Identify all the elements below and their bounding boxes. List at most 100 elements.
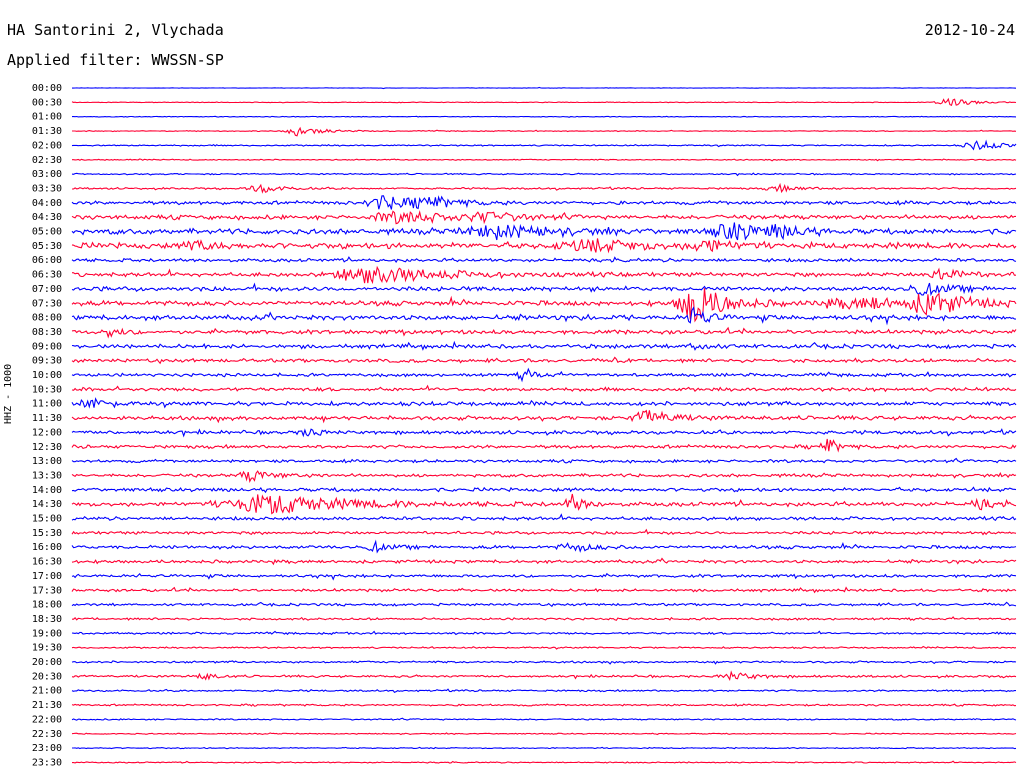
trace-line	[71, 326, 1017, 339]
trace-line	[71, 222, 1017, 241]
trace-line	[71, 97, 1017, 107]
trace-line	[71, 397, 1017, 409]
row-label: 10:00	[32, 370, 62, 381]
row-label: 15:30	[32, 528, 62, 539]
trace-line	[72, 182, 1017, 194]
filter-label: Applied filter: WWSSN-SP	[7, 51, 224, 69]
row-label: 18:00	[32, 600, 62, 611]
row-label: 07:30	[32, 298, 62, 309]
trace-line	[71, 340, 1017, 351]
trace-line	[71, 238, 1017, 254]
trace-line	[71, 572, 1017, 581]
row-label: 06:00	[32, 255, 62, 266]
row-label: 12:00	[32, 427, 62, 438]
row-label: 18:30	[32, 614, 62, 625]
trace-line	[72, 158, 1017, 162]
row-label: 20:00	[32, 657, 62, 668]
row-label: 14:30	[32, 499, 62, 510]
trace-line	[71, 438, 1017, 453]
trace-line	[71, 282, 1017, 297]
trace-line	[71, 586, 1017, 594]
trace-line	[71, 601, 1017, 608]
trace-line	[72, 616, 1017, 621]
trace-line	[71, 409, 1017, 424]
trace-line	[71, 660, 1017, 665]
row-label: 19:30	[32, 643, 62, 654]
trace-line	[71, 717, 1017, 721]
trace-line	[71, 493, 1017, 515]
trace-line	[71, 384, 1017, 393]
row-label: 21:00	[32, 686, 62, 697]
trace-line	[71, 139, 1017, 151]
station-title: HA Santorini 2, Vlychada	[7, 21, 224, 39]
trace-line	[71, 703, 1017, 707]
trace-line	[71, 486, 1017, 494]
row-label: 19:00	[32, 628, 62, 639]
row-label: 11:30	[32, 413, 62, 424]
trace-line	[71, 670, 1017, 682]
row-label: 01:30	[32, 126, 62, 137]
row-label: 14:00	[32, 485, 62, 496]
trace-line	[71, 356, 1017, 365]
row-label: 15:00	[32, 514, 62, 525]
trace-line	[72, 746, 1017, 750]
trace-line	[71, 288, 1017, 323]
trace-line	[71, 645, 1017, 650]
row-label: 17:30	[32, 585, 62, 596]
trace-line	[72, 115, 1017, 118]
row-label: 01:00	[32, 112, 62, 123]
row-label: 04:30	[32, 212, 62, 223]
row-label: 03:30	[32, 183, 62, 194]
trace-line	[72, 86, 1017, 90]
row-label: 00:30	[32, 97, 62, 108]
row-label: 05:00	[32, 227, 62, 238]
row-label: 22:30	[32, 729, 62, 740]
row-label: 17:00	[32, 571, 62, 582]
trace-line	[71, 210, 1016, 225]
trace-line	[71, 513, 1017, 522]
row-label: 06:30	[32, 270, 62, 281]
row-label: 12:30	[32, 442, 62, 453]
trace-line	[71, 195, 1017, 210]
row-label: 20:30	[32, 671, 62, 682]
row-label: 16:30	[32, 557, 62, 568]
row-label: 09:00	[32, 341, 62, 352]
trace-line	[71, 428, 1017, 438]
trace-line	[71, 539, 1017, 554]
row-label: 22:00	[32, 714, 62, 725]
row-label: 23:00	[32, 743, 62, 754]
row-label: 10:30	[32, 384, 62, 395]
date-label: 2012-10-24	[924, 21, 1015, 39]
row-label: 05:30	[32, 241, 62, 252]
trace-line	[71, 630, 1017, 636]
trace-line	[71, 457, 1017, 464]
row-label: 23:30	[32, 757, 62, 768]
trace-line	[71, 557, 1017, 566]
row-label: 08:00	[32, 313, 62, 324]
trace-line	[72, 126, 1017, 137]
trace-line	[71, 256, 1017, 263]
trace-line	[71, 172, 1017, 177]
trace-line	[72, 760, 1017, 764]
row-label: 04:00	[32, 198, 62, 209]
trace-line	[71, 367, 1017, 383]
row-label: 02:00	[32, 140, 62, 151]
row-label: 02:30	[32, 155, 62, 166]
row-label: 13:30	[32, 470, 62, 481]
row-label: 08:30	[32, 327, 62, 338]
trace-line	[71, 688, 1016, 693]
trace-line	[71, 528, 1017, 536]
trace-line	[71, 265, 1016, 285]
trace-line	[71, 732, 1017, 736]
row-label: 16:00	[32, 542, 62, 553]
row-label: 00:00	[32, 83, 62, 94]
row-label: 09:30	[32, 356, 62, 367]
row-label: 03:00	[32, 169, 62, 180]
row-label: 07:00	[32, 284, 62, 295]
trace-line	[71, 470, 1017, 484]
row-label: 11:00	[32, 399, 62, 410]
trace-line	[71, 306, 1017, 326]
row-label: 21:30	[32, 700, 62, 711]
row-label: 13:00	[32, 456, 62, 467]
